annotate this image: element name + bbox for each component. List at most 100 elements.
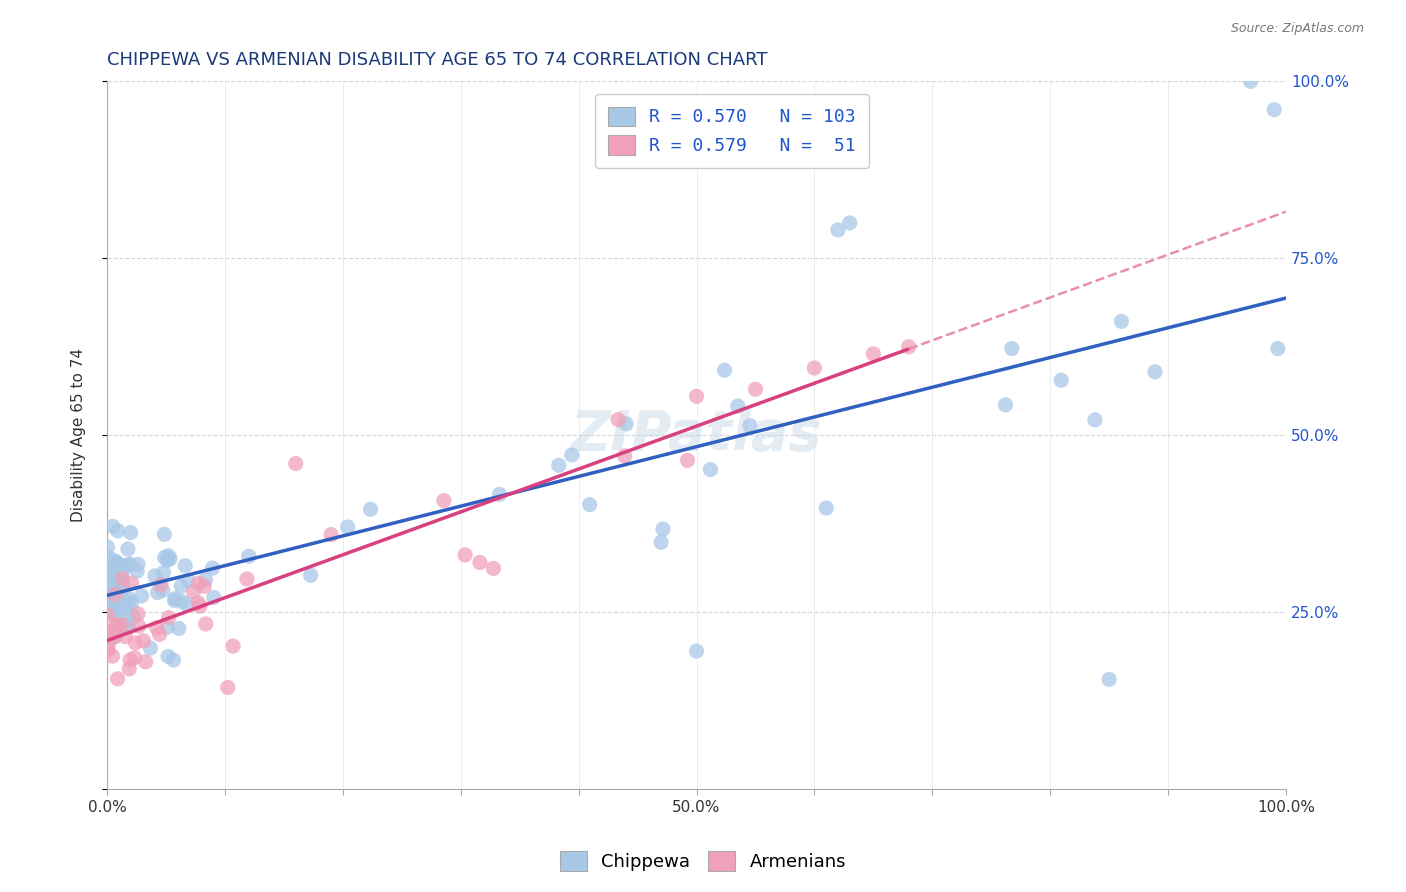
Point xyxy=(101,626,124,640)
Point xyxy=(1084,413,1107,427)
Point xyxy=(163,593,186,607)
Point xyxy=(578,498,600,512)
Point xyxy=(170,594,193,608)
Point xyxy=(547,458,569,473)
Point xyxy=(111,617,134,632)
Point xyxy=(299,568,322,582)
Point xyxy=(97,607,120,622)
Point xyxy=(103,630,125,644)
Point xyxy=(148,627,170,641)
Point xyxy=(187,576,209,591)
Point xyxy=(117,596,139,610)
Point xyxy=(143,569,166,583)
Point xyxy=(561,448,583,462)
Point xyxy=(236,572,259,586)
Point xyxy=(157,649,180,664)
Point xyxy=(862,347,884,361)
Point xyxy=(97,560,120,574)
Point xyxy=(336,520,359,534)
Point xyxy=(101,587,124,601)
Point xyxy=(120,525,142,540)
Point xyxy=(897,340,920,354)
Legend: R = 0.570   N = 103, R = 0.579   N =  51: R = 0.570 N = 103, R = 0.579 N = 51 xyxy=(595,94,869,168)
Point xyxy=(157,610,180,624)
Point xyxy=(107,672,129,686)
Point xyxy=(111,572,134,586)
Point xyxy=(125,564,148,578)
Point xyxy=(117,542,139,557)
Point xyxy=(433,493,456,508)
Point xyxy=(1263,103,1285,117)
Point xyxy=(652,522,675,536)
Point xyxy=(111,600,134,615)
Point xyxy=(685,389,707,403)
Point xyxy=(468,556,491,570)
Point xyxy=(121,596,143,610)
Point xyxy=(1143,365,1166,379)
Point xyxy=(120,576,142,591)
Point xyxy=(101,649,124,664)
Point xyxy=(699,462,721,476)
Point xyxy=(117,620,139,634)
Point xyxy=(1267,342,1289,356)
Point xyxy=(183,584,205,599)
Point xyxy=(176,597,198,611)
Point xyxy=(613,449,636,463)
Point xyxy=(162,653,184,667)
Point xyxy=(101,575,124,590)
Point xyxy=(118,557,141,571)
Point xyxy=(107,524,129,538)
Point xyxy=(685,644,707,658)
Legend: Chippewa, Armenians: Chippewa, Armenians xyxy=(553,844,853,879)
Point xyxy=(488,487,510,501)
Point xyxy=(128,619,150,633)
Point xyxy=(97,640,120,654)
Point xyxy=(135,655,157,669)
Point xyxy=(97,567,120,582)
Point xyxy=(97,631,120,645)
Point xyxy=(112,558,135,573)
Point xyxy=(713,363,735,377)
Point xyxy=(131,589,153,603)
Point xyxy=(96,540,118,554)
Point xyxy=(118,662,141,676)
Point xyxy=(152,583,174,598)
Point xyxy=(177,574,200,588)
Point xyxy=(105,620,128,634)
Point xyxy=(104,554,127,568)
Point xyxy=(110,568,132,582)
Point xyxy=(98,571,121,585)
Point xyxy=(127,607,149,621)
Point xyxy=(165,591,187,606)
Point xyxy=(96,584,118,599)
Point xyxy=(101,584,124,599)
Point xyxy=(118,558,141,573)
Point xyxy=(238,549,260,564)
Point xyxy=(156,553,179,567)
Point xyxy=(1050,373,1073,387)
Text: ZIPatlas: ZIPatlas xyxy=(571,409,823,462)
Point xyxy=(152,566,174,580)
Point xyxy=(101,519,124,533)
Point xyxy=(174,558,197,573)
Point xyxy=(124,650,146,665)
Point xyxy=(117,607,139,622)
Point xyxy=(222,639,245,653)
Point xyxy=(187,596,209,610)
Point xyxy=(1239,74,1261,88)
Point xyxy=(117,591,139,606)
Point xyxy=(650,535,672,549)
Point xyxy=(97,592,120,607)
Point xyxy=(193,579,215,593)
Point xyxy=(107,557,129,571)
Point xyxy=(98,569,121,583)
Point xyxy=(97,643,120,657)
Point xyxy=(110,585,132,599)
Point xyxy=(188,599,211,613)
Point xyxy=(153,550,176,565)
Point xyxy=(738,418,761,433)
Point xyxy=(98,575,121,590)
Text: CHIPPEWA VS ARMENIAN DISABILITY AGE 65 TO 74 CORRELATION CHART: CHIPPEWA VS ARMENIAN DISABILITY AGE 65 T… xyxy=(107,51,768,69)
Point xyxy=(98,551,121,566)
Point xyxy=(1111,314,1133,328)
